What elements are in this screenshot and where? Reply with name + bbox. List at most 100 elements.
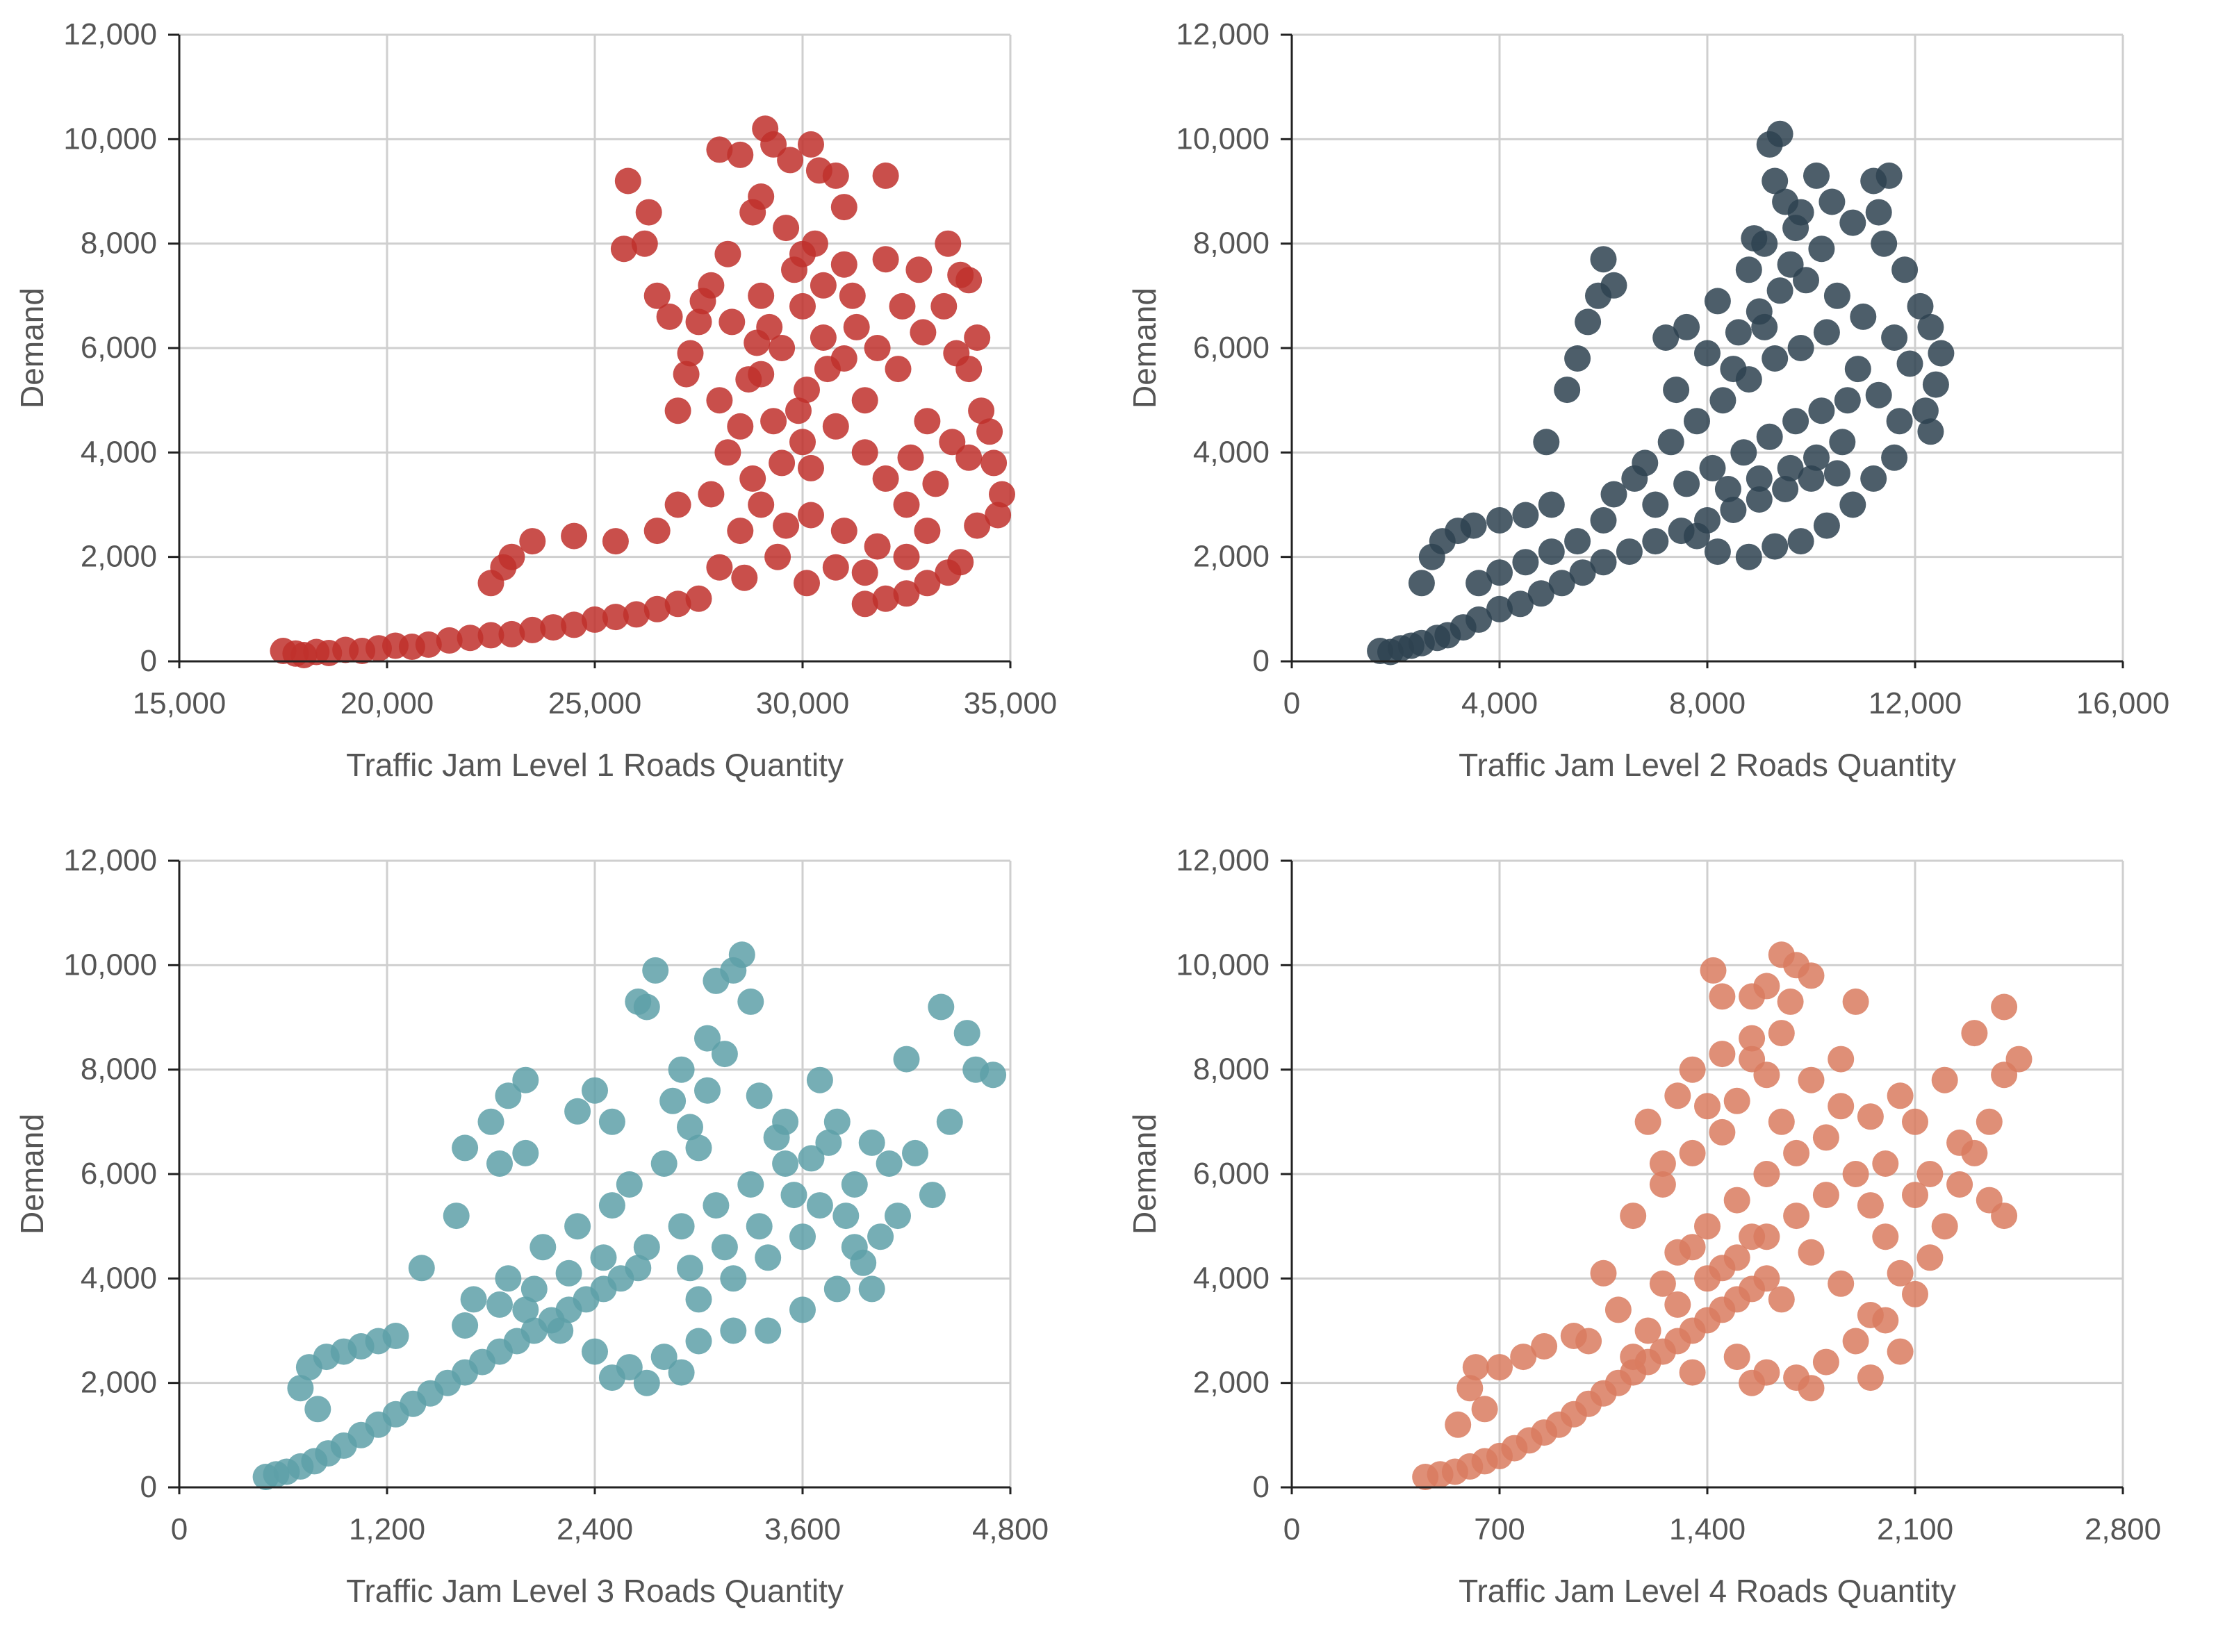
- data-point: [452, 1312, 479, 1339]
- data-point: [720, 1265, 747, 1292]
- data-point: [731, 564, 758, 591]
- data-point: [1564, 345, 1591, 372]
- scatter-panel-level-4: 0 700 1,400 2,100 2,800 0 2,000 4,000 6,000 8,000…: [1112, 826, 2225, 1652]
- data-point: [930, 292, 958, 320]
- data-point: [685, 1134, 712, 1162]
- data-point: [1679, 1056, 1706, 1083]
- data-point: [823, 1275, 851, 1303]
- data-point: [1777, 251, 1804, 278]
- x-tick-label: 12,000: [1869, 686, 1962, 720]
- data-point: [1753, 973, 1780, 1000]
- data-point: [864, 335, 891, 361]
- data-point: [922, 470, 949, 497]
- data-point: [1762, 533, 1789, 560]
- data-point: [1642, 491, 1669, 518]
- x-tick-label: 1,400: [1669, 1512, 1746, 1546]
- data-point: [830, 194, 857, 221]
- data-point: [1976, 1108, 2003, 1135]
- data-point: [1679, 1234, 1706, 1261]
- data-point: [477, 1108, 504, 1135]
- data-point: [1548, 570, 1575, 597]
- y-tick-label: 4,000: [81, 435, 157, 469]
- data-point: [643, 518, 671, 545]
- data-point: [1527, 580, 1554, 607]
- data-points: [252, 941, 1007, 1490]
- y-tick-label: 10,000: [1176, 122, 1270, 156]
- data-point: [1857, 1302, 1884, 1328]
- data-point: [498, 620, 525, 647]
- data-point: [1842, 988, 1869, 1015]
- data-point: [744, 329, 771, 356]
- y-tick-label: 4,000: [81, 1261, 157, 1295]
- data-point: [789, 429, 816, 456]
- data-point: [623, 601, 650, 628]
- y-tick-label: 8,000: [1193, 1052, 1270, 1087]
- y-tick-label: 2,000: [1193, 1366, 1270, 1400]
- data-point: [706, 387, 733, 414]
- data-point: [772, 1150, 799, 1177]
- data-point: [727, 413, 754, 440]
- data-point: [1887, 1259, 1914, 1287]
- x-axis-title: Traffic Jam Level 2 Roads Quantity: [1459, 747, 1956, 783]
- data-point: [955, 444, 983, 471]
- data-point: [1590, 507, 1617, 534]
- y-axis-title: Demand: [14, 1114, 50, 1234]
- data-point: [789, 1296, 816, 1323]
- data-point: [1857, 1192, 1884, 1219]
- data-point: [1902, 1108, 1928, 1135]
- scatter-panel-level-3: 0 1,200 2,400 3,600 4,800 0 2,000 4,000 6,000 8,0…: [0, 826, 1112, 1652]
- scatter-panel-level-1: 15,000 20,000 25,000 30,000 35,000 0 2,000 4,00…: [0, 0, 1112, 826]
- data-point: [1700, 957, 1727, 984]
- data-point: [598, 1192, 625, 1219]
- data-point: [746, 1082, 773, 1109]
- data-point: [711, 1041, 738, 1068]
- data-point: [555, 1259, 582, 1287]
- data-point: [486, 1150, 513, 1177]
- data-point: [1694, 1213, 1721, 1240]
- data-point: [520, 1275, 548, 1303]
- data-point: [590, 1244, 617, 1271]
- data-point: [1783, 1139, 1810, 1166]
- data-point: [685, 308, 712, 336]
- data-point: [851, 439, 878, 466]
- data-point: [893, 580, 920, 607]
- data-point: [443, 1203, 470, 1230]
- data-point: [773, 215, 800, 242]
- x-tick-label: 16,000: [2076, 686, 2170, 720]
- data-point: [806, 1192, 833, 1219]
- x-tick-label: 0: [1283, 1512, 1300, 1546]
- data-point: [452, 1134, 479, 1162]
- data-point: [382, 1323, 409, 1349]
- data-point: [939, 429, 966, 456]
- data-point: [650, 1344, 678, 1371]
- y-tick-label: 10,000: [63, 948, 157, 982]
- data-point: [814, 356, 841, 383]
- data-point: [1991, 1062, 2018, 1089]
- data-point: [1600, 272, 1627, 299]
- data-point: [1798, 1239, 1825, 1266]
- data-point: [540, 614, 567, 641]
- data-point: [512, 1139, 539, 1166]
- y-tick-label: 6,000: [1193, 1157, 1270, 1191]
- data-point: [1684, 522, 1710, 550]
- data-point: [1709, 983, 1736, 1010]
- scatter-chart-level-4: 0 700 1,400 2,100 2,800 0 2,000 4,000 6,000 8,000…: [1126, 843, 2161, 1609]
- data-point: [851, 387, 878, 414]
- data-point: [643, 282, 671, 309]
- data-point: [1679, 1359, 1706, 1386]
- data-point: [1684, 408, 1710, 435]
- data-point: [755, 1244, 782, 1271]
- data-point: [955, 267, 983, 294]
- data-point: [547, 1317, 574, 1344]
- y-tick-label: 10,000: [1176, 948, 1270, 982]
- x-tick-label: 2,400: [557, 1512, 633, 1546]
- data-point: [1694, 340, 1721, 367]
- data-point: [1787, 528, 1814, 555]
- data-point: [304, 1396, 331, 1423]
- data-point: [1620, 1344, 1647, 1371]
- data-point: [1865, 381, 1892, 408]
- data-point: [1839, 209, 1866, 236]
- data-point: [872, 246, 899, 273]
- y-tick-label: 8,000: [81, 226, 157, 261]
- data-point: [810, 272, 837, 299]
